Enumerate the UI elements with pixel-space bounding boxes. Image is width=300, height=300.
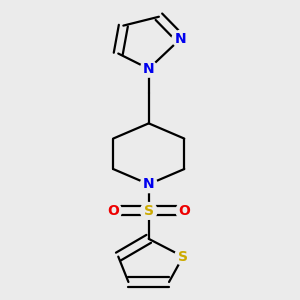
Text: N: N: [175, 32, 186, 46]
Circle shape: [172, 30, 189, 47]
Circle shape: [105, 202, 122, 219]
Text: S: S: [178, 250, 188, 264]
Circle shape: [176, 202, 193, 219]
Circle shape: [175, 248, 191, 265]
Circle shape: [140, 202, 157, 219]
Text: N: N: [143, 62, 154, 76]
Text: O: O: [107, 204, 119, 218]
Circle shape: [140, 60, 157, 77]
Text: N: N: [143, 177, 154, 191]
Text: O: O: [178, 204, 190, 218]
Text: S: S: [144, 204, 154, 218]
Circle shape: [140, 176, 157, 193]
